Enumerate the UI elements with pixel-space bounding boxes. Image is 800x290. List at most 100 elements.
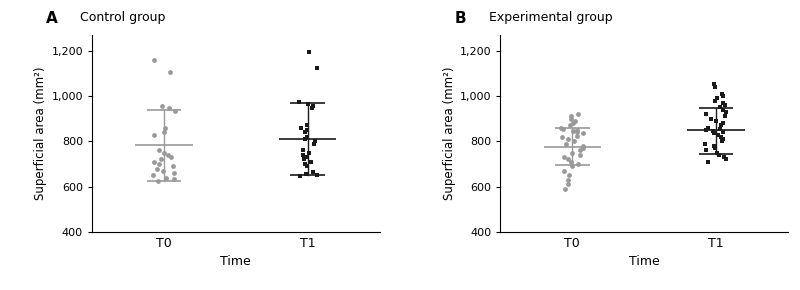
Point bbox=[298, 130, 311, 135]
Point bbox=[293, 99, 306, 104]
Point bbox=[717, 137, 730, 142]
Point bbox=[698, 141, 711, 146]
Point bbox=[169, 108, 182, 113]
Point bbox=[715, 135, 728, 139]
Point bbox=[310, 65, 323, 70]
Point bbox=[701, 160, 714, 164]
Point bbox=[158, 125, 171, 130]
Point bbox=[162, 106, 175, 111]
Point bbox=[558, 168, 570, 173]
Point bbox=[712, 153, 725, 157]
Point bbox=[565, 160, 578, 164]
Point bbox=[714, 105, 726, 110]
Point bbox=[699, 112, 712, 117]
Point bbox=[160, 175, 173, 180]
Point bbox=[156, 168, 169, 173]
Point bbox=[310, 173, 323, 178]
Point bbox=[710, 150, 723, 155]
Point bbox=[154, 157, 167, 162]
Point bbox=[717, 94, 730, 98]
Point bbox=[147, 160, 160, 164]
Point bbox=[708, 81, 721, 86]
Point bbox=[298, 162, 311, 166]
Point bbox=[720, 157, 733, 162]
Point bbox=[562, 177, 574, 182]
Point bbox=[294, 174, 306, 179]
Point bbox=[576, 131, 589, 136]
Point bbox=[167, 164, 180, 168]
Point bbox=[162, 153, 174, 157]
Point bbox=[712, 132, 725, 137]
Point bbox=[301, 123, 314, 128]
Point bbox=[309, 139, 322, 144]
Point bbox=[558, 155, 570, 160]
Point bbox=[556, 135, 569, 139]
Point bbox=[568, 139, 581, 144]
Point bbox=[717, 121, 730, 126]
Point bbox=[562, 173, 575, 178]
Point bbox=[577, 144, 590, 148]
Point bbox=[708, 131, 721, 136]
Point bbox=[716, 139, 729, 144]
Point bbox=[305, 106, 318, 111]
Point bbox=[294, 125, 307, 130]
Point bbox=[307, 141, 320, 146]
Point bbox=[570, 130, 583, 135]
Text: Control group: Control group bbox=[81, 11, 166, 24]
Point bbox=[706, 129, 719, 133]
Point bbox=[566, 150, 578, 155]
Point bbox=[720, 110, 733, 114]
Point bbox=[554, 125, 567, 130]
Point bbox=[302, 50, 315, 54]
Point bbox=[306, 170, 319, 174]
Point bbox=[714, 126, 726, 131]
Y-axis label: Superficial area (mm²): Superficial area (mm²) bbox=[442, 67, 455, 200]
Point bbox=[164, 70, 177, 75]
Point bbox=[714, 123, 727, 128]
Text: Experimental group: Experimental group bbox=[489, 11, 613, 24]
Point bbox=[709, 85, 722, 89]
Point bbox=[699, 148, 712, 153]
Point bbox=[152, 148, 165, 153]
Point bbox=[558, 186, 571, 191]
Point bbox=[307, 104, 320, 108]
Point bbox=[165, 155, 178, 160]
X-axis label: Time: Time bbox=[629, 255, 659, 269]
Point bbox=[709, 98, 722, 103]
Point bbox=[571, 112, 584, 117]
Point bbox=[151, 179, 164, 183]
Point bbox=[718, 114, 731, 119]
Point bbox=[564, 114, 577, 119]
Point bbox=[574, 153, 586, 157]
X-axis label: Time: Time bbox=[221, 255, 251, 269]
Point bbox=[709, 146, 722, 151]
Point bbox=[566, 164, 578, 168]
Point bbox=[299, 172, 312, 177]
Point bbox=[716, 100, 729, 105]
Point bbox=[710, 96, 723, 101]
Point bbox=[296, 153, 309, 157]
Point bbox=[148, 132, 161, 137]
Point bbox=[301, 135, 314, 139]
Point bbox=[303, 150, 316, 155]
Point bbox=[566, 129, 579, 133]
Point bbox=[557, 126, 570, 131]
Point bbox=[297, 148, 310, 153]
Point bbox=[570, 133, 583, 138]
Point bbox=[301, 128, 314, 132]
Point bbox=[167, 171, 180, 175]
Point bbox=[705, 116, 718, 121]
Point bbox=[300, 164, 313, 168]
Point bbox=[564, 116, 577, 121]
Point bbox=[300, 155, 313, 160]
Text: B: B bbox=[454, 11, 466, 26]
Point bbox=[168, 176, 181, 181]
Point bbox=[562, 137, 574, 142]
Point bbox=[709, 119, 722, 123]
Point bbox=[560, 141, 573, 146]
Point bbox=[562, 157, 574, 162]
Point bbox=[566, 121, 579, 126]
Point bbox=[571, 162, 584, 166]
Point bbox=[702, 125, 714, 130]
Point bbox=[156, 104, 169, 108]
